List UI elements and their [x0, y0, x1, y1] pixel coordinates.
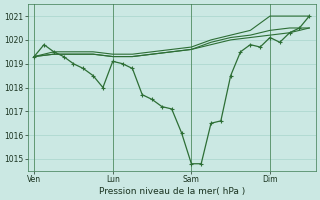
- X-axis label: Pression niveau de la mer( hPa ): Pression niveau de la mer( hPa ): [99, 187, 245, 196]
